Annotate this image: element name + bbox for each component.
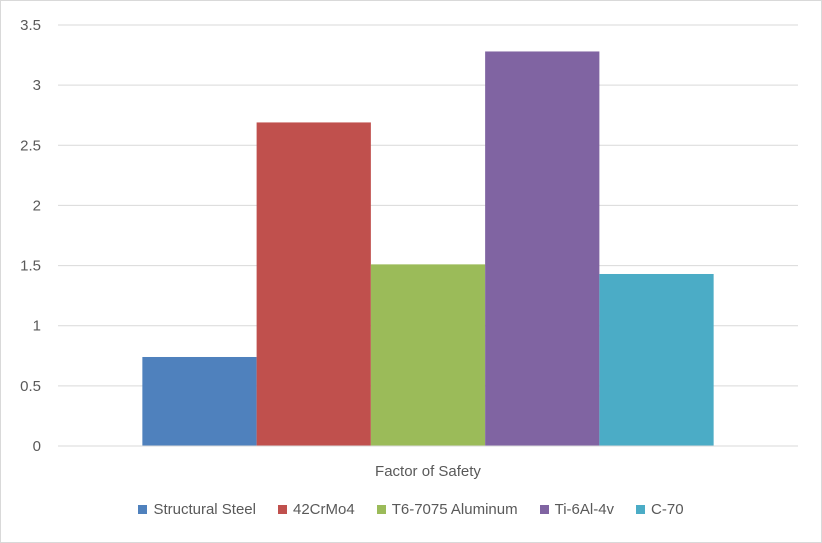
y-tick-label: 2 [33, 197, 41, 214]
y-tick-label: 0.5 [20, 378, 41, 395]
legend-label: 42CrMo4 [292, 501, 355, 518]
x-category-label: Factor of Safety [375, 463, 481, 480]
axis-labels: 0 0.5 1 1.5 2 2.5 3 3.5 Factor of Safety [20, 17, 798, 480]
legend-label: T6-7075 Aluminum [391, 501, 518, 518]
legend-label: Structural Steel [153, 501, 256, 518]
legend-swatch [376, 505, 386, 514]
legend-swatch [138, 505, 148, 514]
legend-item: C-70 [636, 501, 684, 518]
legend-item: 42CrMo4 [277, 501, 355, 518]
y-tick-label: 1.5 [20, 258, 41, 275]
legend-item: T6-7075 Aluminum [376, 501, 518, 518]
legend-item: Structural Steel [138, 501, 256, 518]
y-tick-label: 3 [33, 77, 41, 94]
legend-label: Ti-6Al-4v [554, 501, 615, 518]
bar-ti-6al-4v [485, 51, 600, 446]
y-tick-label: 1 [33, 318, 41, 335]
legend-swatch [539, 505, 549, 514]
y-tick-label: 2.5 [20, 137, 41, 154]
y-tick-label: 0 [33, 438, 41, 455]
bars [142, 51, 714, 446]
legend-swatch [636, 505, 646, 514]
legend: Structural Steel 42CrMo4 T6-7075 Aluminum T… [1, 501, 821, 518]
bar-c-70 [599, 273, 714, 446]
legend-label: C-70 [651, 501, 684, 518]
bar-structural-steel [142, 356, 257, 446]
bar-42crmo4 [256, 122, 371, 446]
bar-t6-7075-aluminum [370, 264, 486, 446]
y-tick-label: 3.5 [20, 17, 41, 34]
legend-swatch [277, 505, 287, 514]
legend-item: Ti-6Al-4v [539, 501, 615, 518]
